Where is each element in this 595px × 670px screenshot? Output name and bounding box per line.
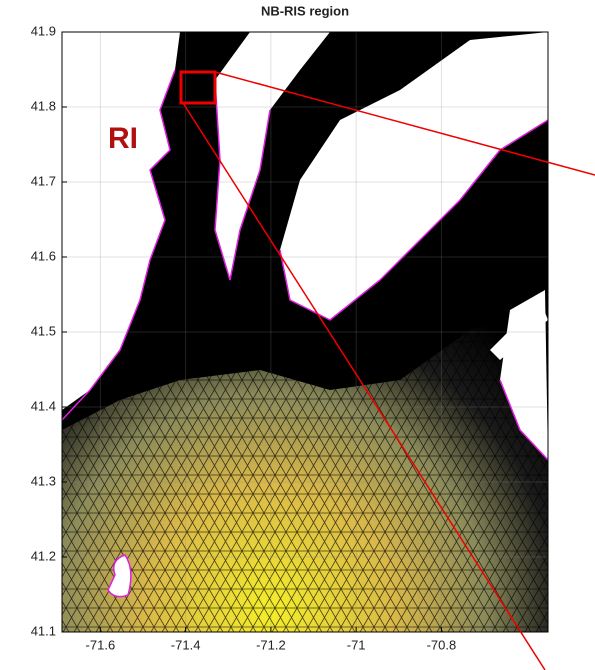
x-tick-label: -71.2 <box>256 637 286 652</box>
y-tick-label: 41.1 <box>31 623 56 638</box>
x-tick-label: -70.8 <box>427 637 457 652</box>
y-tick-label: 41.7 <box>31 173 56 188</box>
y-tick-label: 41.6 <box>31 248 56 263</box>
x-tick-label: -71 <box>347 637 366 652</box>
y-tick-label: 41.2 <box>31 548 56 563</box>
y-tick-label: 41.4 <box>31 398 56 413</box>
region-label: RI <box>108 122 138 155</box>
map-figure: NB-RIS region -71.6 -71.4 -71.2 -71 -70.8 41.… <box>0 0 595 670</box>
y-tick-label: 41.8 <box>31 98 56 113</box>
y-tick-label: 41.3 <box>31 473 56 488</box>
y-tick-label: 41.9 <box>31 23 56 38</box>
x-tick-label: -71.6 <box>86 637 116 652</box>
x-tick-label: -71.4 <box>171 637 201 652</box>
y-tick-label: 41.5 <box>31 323 56 338</box>
chart-title: NB-RIS region <box>261 3 349 18</box>
page: {"chart_data": {"type": "mesh", "title":… <box>0 0 595 670</box>
